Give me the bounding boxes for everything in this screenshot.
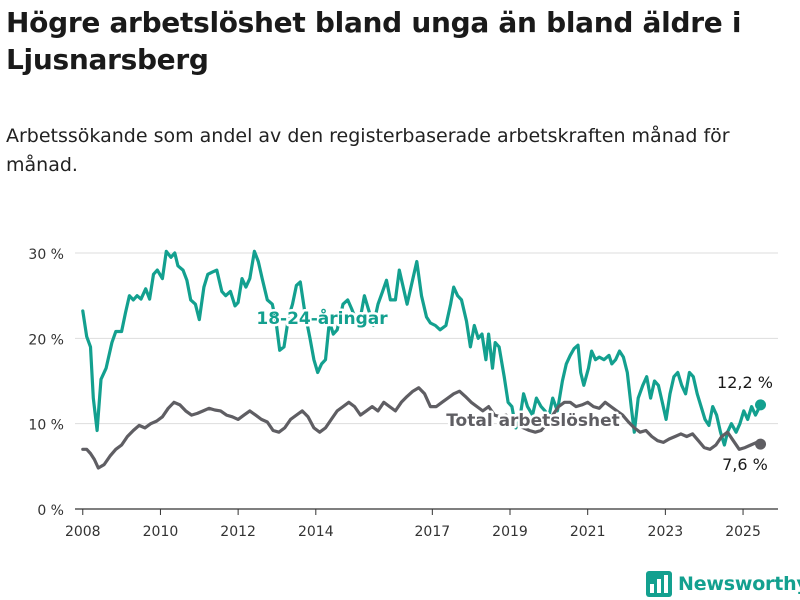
page-title: Högre arbetslöshet bland unga än bland ä… bbox=[6, 6, 742, 76]
series-end-dot bbox=[755, 399, 767, 411]
x-tick-label: 2017 bbox=[415, 524, 451, 540]
x-tick-label: 2008 bbox=[65, 524, 101, 540]
series-name-label: 18-24-åringar bbox=[256, 307, 388, 329]
series-end-value-label: 12,2 % bbox=[717, 373, 773, 392]
y-tick-label: 10 % bbox=[28, 418, 64, 434]
series-line bbox=[81, 386, 763, 470]
x-tick-label: 2012 bbox=[220, 524, 256, 540]
y-tick-label: 30 % bbox=[28, 247, 64, 263]
y-tick-label: 0 % bbox=[37, 503, 64, 519]
brand-name: Newsworthy bbox=[678, 573, 800, 595]
series-end-dot bbox=[755, 438, 767, 450]
x-tick-label: 2010 bbox=[143, 524, 179, 540]
x-tick-label: 2021 bbox=[570, 524, 606, 540]
y-tick-label: 20 % bbox=[28, 332, 64, 348]
bar-chart-logo-icon bbox=[646, 571, 672, 597]
series-end-value-label: 7,6 % bbox=[722, 455, 768, 474]
page-subtitle: Arbetssökande som andel av den registerb… bbox=[6, 125, 730, 176]
x-tick-label: 2025 bbox=[725, 524, 761, 540]
x-tick-label: 2023 bbox=[648, 524, 684, 540]
brand-logo: Newsworthy bbox=[646, 568, 800, 600]
series-line bbox=[81, 249, 763, 447]
series-name-label: Total arbetslöshet bbox=[446, 411, 620, 431]
x-tick-label: 2014 bbox=[298, 524, 334, 540]
x-tick-label: 2019 bbox=[492, 524, 528, 540]
